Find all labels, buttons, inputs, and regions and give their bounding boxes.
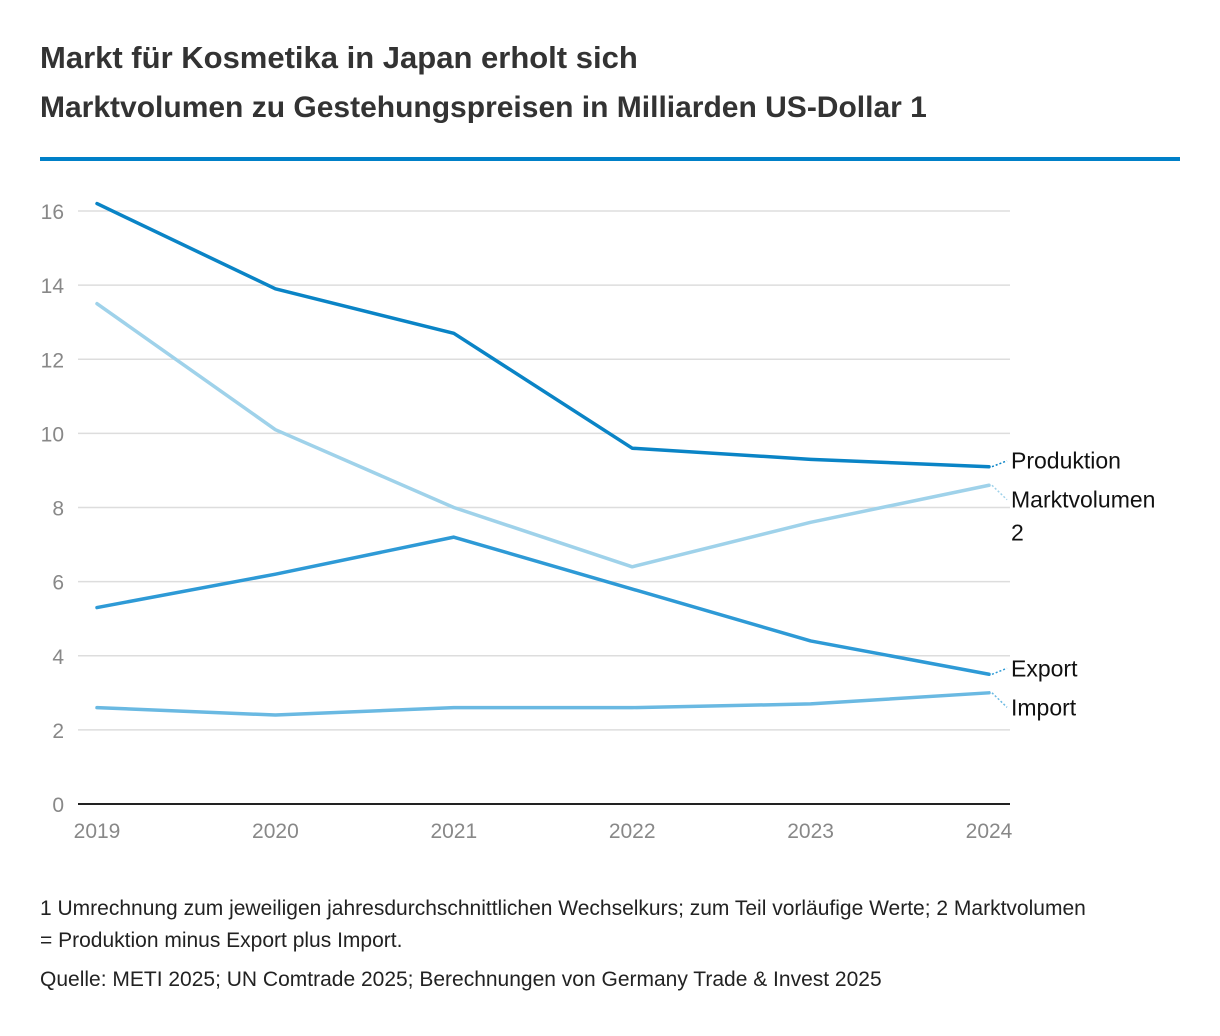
series-label-produktion: Produktion <box>1011 448 1121 474</box>
chart-title: Markt für Kosmetika in Japan erholt sich <box>40 40 638 75</box>
footnote: 1 Umrechnung zum jeweiligen jahresdurchs… <box>40 897 1086 952</box>
series-lines <box>95 201 991 717</box>
x-tick-label-2021: 2021 <box>430 820 477 843</box>
label-leader-marktvolumen-2 <box>991 484 1008 501</box>
y-tick-label: 12 <box>41 349 64 372</box>
series-label-marktvolumen-2: Marktvolumen <box>1011 487 1155 513</box>
y-axis-ticks: 0 2 4 6 8 10 12 14 16 <box>41 201 65 817</box>
x-tick-label-2024: 2024 <box>966 820 1013 843</box>
y-tick-label: 16 <box>41 201 64 224</box>
x-tick-label-2020: 2020 <box>252 820 299 843</box>
y-tick-label: 2 <box>52 720 64 743</box>
chart-subtitle: Marktvolumen zu Gestehungspreisen in Mil… <box>40 91 927 124</box>
title-divider <box>40 157 1180 161</box>
label-leader-import <box>991 692 1008 708</box>
x-tick-label-2023: 2023 <box>787 820 834 843</box>
series-label-import: Import <box>1011 694 1077 720</box>
x-tick-label-2022: 2022 <box>609 820 656 843</box>
gridlines <box>78 210 1010 805</box>
series-line-produktion <box>95 201 991 469</box>
x-tick-label-2019: 2019 <box>74 820 121 843</box>
series-line-marktvolumen-2 <box>95 301 991 569</box>
label-leader-export <box>991 667 1008 675</box>
label-leader-produktion <box>991 460 1008 468</box>
y-tick-label: 6 <box>52 572 64 595</box>
source-note: Quelle: METI 2025; UN Comtrade 2025; Ber… <box>40 968 882 991</box>
y-tick-label: 10 <box>41 423 64 446</box>
series-label-export: Export <box>1011 655 1078 681</box>
series-line-import <box>95 691 991 717</box>
series-label-marktvolumen-2: 2 <box>1011 520 1024 546</box>
y-tick-label: 4 <box>52 646 64 669</box>
x-axis-ticks: 2019 2020 2021 2022 2023 2024 <box>74 820 1013 843</box>
series-line-export <box>95 535 991 677</box>
line-chart: 0 2 4 6 8 10 12 14 16 2019 2020 2021 2022 2023 2024 P… <box>41 201 1156 843</box>
series-labels: Produktion Marktvolumen 2 Export Import <box>991 448 1155 720</box>
y-tick-label: 8 <box>52 498 64 521</box>
y-tick-label: 0 <box>52 794 64 817</box>
y-tick-label: 14 <box>41 275 65 298</box>
